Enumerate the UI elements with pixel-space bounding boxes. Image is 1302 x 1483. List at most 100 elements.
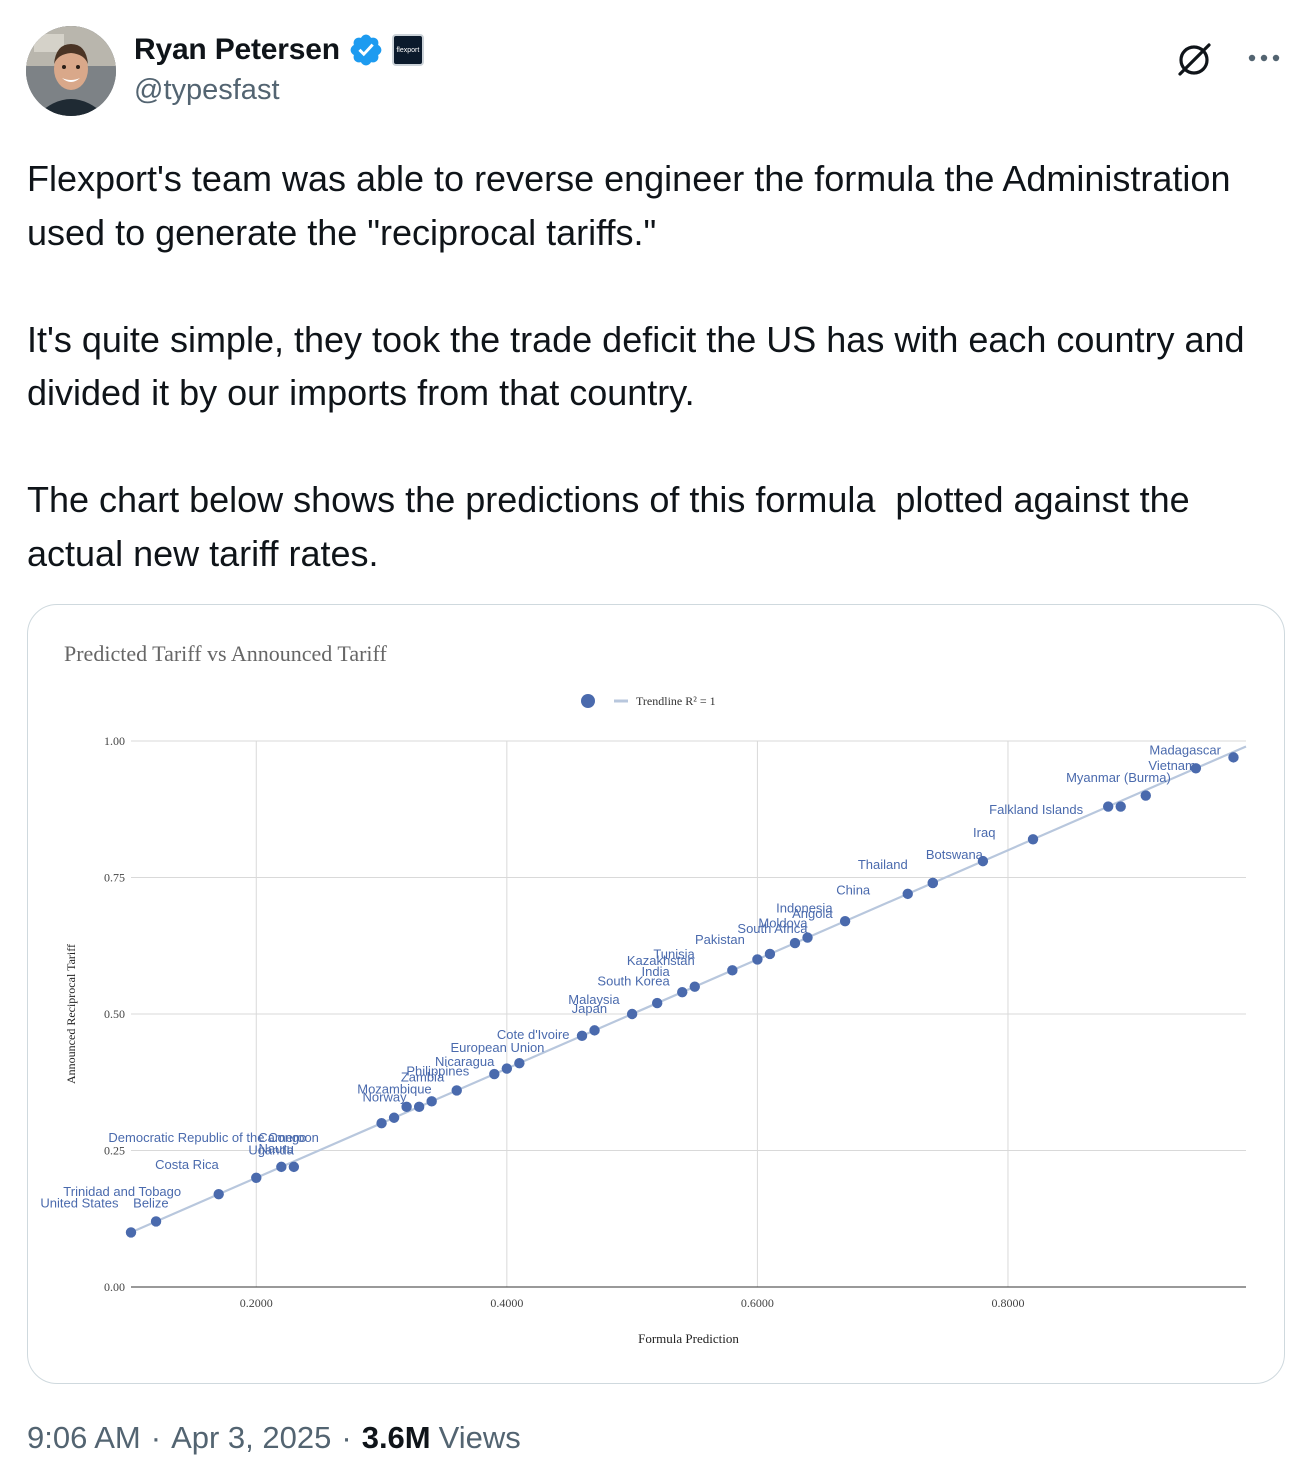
y-tick-label: 0.75 bbox=[104, 871, 125, 885]
point-label: Cameroon bbox=[258, 1130, 319, 1145]
data-point bbox=[839, 915, 851, 927]
point-label: Nauru bbox=[258, 1141, 293, 1156]
point-label: Angola bbox=[792, 906, 833, 921]
data-point bbox=[752, 954, 763, 965]
point-label: South Africa bbox=[737, 921, 808, 936]
point-label: Pakistan bbox=[695, 932, 745, 947]
y-tick-label: 0.00 bbox=[104, 1280, 125, 1294]
x-tick-label: 0.4000 bbox=[490, 1296, 523, 1310]
author-name[interactable]: Ryan Petersen bbox=[134, 33, 340, 66]
tweet-date[interactable]: Apr 3, 2025 bbox=[171, 1420, 332, 1455]
point-label: Tunisia bbox=[653, 946, 695, 961]
point-label: Vietnam bbox=[1148, 758, 1195, 773]
data-point bbox=[977, 855, 989, 867]
affiliation-label: flexport bbox=[396, 46, 420, 54]
x-tick-label: 0.8000 bbox=[991, 1296, 1024, 1310]
data-point bbox=[489, 1068, 500, 1080]
point-label: Uganda bbox=[248, 1142, 294, 1157]
tweet-paragraph: The chart below shows the predictions of… bbox=[27, 479, 1200, 574]
legend-trendline-label: Trendline R² = 1 bbox=[636, 694, 716, 708]
trendline bbox=[130, 745, 1247, 1234]
separator-dot: · bbox=[150, 1420, 162, 1455]
data-point bbox=[626, 1008, 638, 1020]
data-point bbox=[576, 1030, 588, 1042]
data-point bbox=[689, 981, 700, 992]
point-label: Myanmar (Burma) bbox=[1066, 770, 1171, 785]
data-point bbox=[589, 1025, 600, 1036]
data-point bbox=[276, 1161, 287, 1173]
data-point bbox=[451, 1085, 462, 1096]
data-point bbox=[1102, 801, 1114, 812]
point-label: Japan bbox=[572, 1001, 607, 1016]
separator-dot: · bbox=[341, 1420, 352, 1455]
tweet-paragraph: Flexport's team was able to reverse engi… bbox=[27, 158, 1241, 253]
point-label: Trinidad and Tobago bbox=[63, 1184, 181, 1199]
more-options-icon[interactable] bbox=[1244, 40, 1284, 76]
y-tick-label: 0.50 bbox=[104, 1007, 125, 1021]
legend-point-marker bbox=[581, 694, 595, 708]
x-axis-label: Formula Prediction bbox=[638, 1331, 739, 1346]
data-point bbox=[1027, 834, 1039, 845]
data-point bbox=[376, 1118, 387, 1129]
data-point bbox=[501, 1063, 513, 1074]
tweet-text: Flexport's team was able to reverse engi… bbox=[27, 152, 1289, 580]
chart-title: Predicted Tariff vs Announced Tariff bbox=[64, 641, 387, 666]
point-label: Indonesia bbox=[776, 900, 833, 915]
data-point bbox=[1190, 763, 1202, 774]
point-label: Nicaragua bbox=[435, 1054, 495, 1069]
affiliation-badge[interactable]: flexport bbox=[391, 34, 424, 66]
user-avatar-icon bbox=[26, 26, 116, 116]
author-avatar[interactable] bbox=[26, 26, 116, 116]
point-label: United States bbox=[40, 1195, 119, 1210]
author-handle[interactable]: @typesfast bbox=[134, 74, 280, 106]
data-point bbox=[802, 932, 813, 943]
data-point bbox=[125, 1227, 137, 1238]
point-label: Kazakhstan bbox=[627, 953, 695, 968]
data-point bbox=[727, 965, 738, 976]
tweet-media-chart[interactable]: Predicted Tariff vs Announced Tariff 0.0… bbox=[27, 604, 1285, 1384]
data-point bbox=[764, 948, 776, 960]
point-label: Costa Rica bbox=[155, 1157, 219, 1172]
tweet-paragraph: It's quite simple, they took the trade d… bbox=[27, 318, 1255, 414]
y-tick-label: 0.25 bbox=[104, 1144, 125, 1158]
point-label: Madagascar bbox=[1149, 743, 1221, 758]
grok-icon[interactable] bbox=[1172, 38, 1216, 82]
point-label: China bbox=[836, 882, 871, 897]
point-label: Belize bbox=[133, 1195, 168, 1210]
data-point bbox=[251, 1172, 262, 1183]
point-label: Philippines bbox=[406, 1064, 469, 1079]
scatter-chart: 0.00 0.25 0.50 0.75 1.00 0.2000 0.4000 0.6000 0.… bbox=[40, 694, 1247, 1346]
point-label: Botswana bbox=[926, 847, 984, 862]
point-label: Iraq bbox=[973, 825, 995, 840]
point-label: India bbox=[642, 964, 671, 979]
data-point bbox=[677, 986, 688, 998]
data-point bbox=[150, 1216, 162, 1227]
data-point bbox=[927, 877, 938, 889]
tweet-time[interactable]: 9:06 AM bbox=[27, 1420, 141, 1455]
data-point bbox=[514, 1057, 525, 1069]
data-point bbox=[288, 1161, 300, 1173]
point-label: Moldova bbox=[758, 916, 808, 931]
data-point bbox=[401, 1101, 412, 1113]
data-point bbox=[1140, 790, 1151, 801]
point-label: South Korea bbox=[597, 974, 670, 989]
tweet-footer: 9:06 AM · Apr 3, 2025 · 3.6M Views bbox=[27, 1420, 521, 1456]
point-label: Falkland Islands bbox=[989, 802, 1083, 817]
point-label: Thailand bbox=[858, 857, 908, 872]
y-tick-label: 1.00 bbox=[104, 734, 125, 748]
point-label: Cote d'Ivoire bbox=[497, 1027, 570, 1042]
point-label: Norway bbox=[363, 1089, 408, 1104]
data-point bbox=[388, 1112, 400, 1123]
data-point bbox=[1115, 801, 1126, 812]
views-count: 3.6M bbox=[361, 1420, 431, 1455]
point-label: Zambia bbox=[401, 1070, 445, 1085]
point-label: European Union bbox=[450, 1040, 544, 1055]
x-tick-label: 0.6000 bbox=[741, 1296, 774, 1310]
author-block: Ryan Petersen flexport @typesfast bbox=[134, 30, 424, 107]
y-axis-label: Announced Reciprocal Tariff bbox=[64, 944, 78, 1084]
data-point bbox=[426, 1096, 437, 1107]
verified-badge-icon[interactable] bbox=[348, 32, 384, 68]
data-point bbox=[651, 997, 663, 1009]
point-label: Democratic Republic of the Congo bbox=[108, 1130, 306, 1145]
data-point bbox=[902, 888, 913, 900]
